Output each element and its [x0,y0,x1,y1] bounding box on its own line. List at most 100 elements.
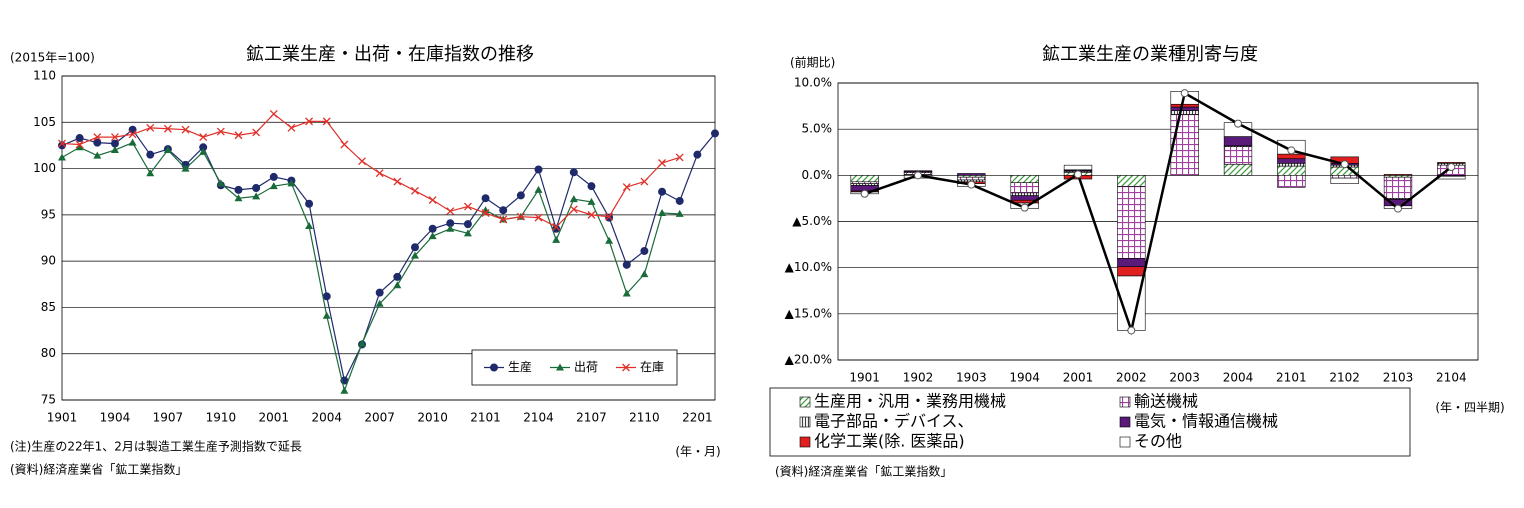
data-point [516,212,525,221]
bar-segment [1170,106,1199,112]
data-point [711,129,719,138]
total-point [1180,89,1189,98]
bar-segment [1223,163,1253,176]
data-point [552,222,561,231]
data-point [305,199,314,208]
data-point [93,133,102,142]
y-tick-label: 110 [33,69,56,83]
bar-segment [1117,175,1146,187]
data-point [234,194,243,202]
x-tick-label: 2004 [311,411,342,425]
x-tick-label: 2102 [1329,371,1360,385]
data-point [658,209,667,217]
total-point [1074,170,1082,179]
data-point [340,386,349,394]
data-point [393,177,402,186]
data-point [216,127,225,136]
data-point [622,183,631,192]
y-tick-label: ▲5.0% [792,214,832,228]
x-tick-label: 1901 [47,411,78,425]
x-tick-label: 2103 [1383,371,1414,385]
data-point [675,209,684,217]
data-point [428,224,437,233]
series-line [61,113,680,228]
data-point [110,139,119,148]
bar-segment [1330,175,1359,179]
total-point [1447,163,1456,172]
data-point [569,205,578,214]
x-tick-label: 2101 [1276,371,1307,385]
data-point [269,109,278,118]
data-point [499,206,508,215]
data-point [358,339,367,347]
bar-segment [1277,165,1306,176]
data-point [287,123,296,132]
x-axis-label: (年・月) [675,445,720,459]
total-point [914,171,922,180]
y-tick-label: 10.0% [794,76,832,90]
y-tick-label: 5.0% [802,122,833,136]
bar-segment [1010,192,1039,196]
bar-segment [1117,186,1146,259]
data-point [658,187,667,196]
legend-label: 輸送機械 [1134,392,1198,411]
y-tick-label: ▲15.0% [785,306,832,320]
data-point [340,140,349,149]
data-point [534,213,543,222]
bar-segment [1170,110,1199,115]
chart-title: 鉱工業生産の業種別寄与度 [1042,44,1258,65]
data-point [110,133,119,142]
legend [471,349,678,386]
plot-area [61,75,716,401]
legend-label: 在庫 [640,360,664,374]
data-point [640,177,649,186]
note: (資料)経済産業省「鉱工業指数」 [775,464,952,479]
bar-segment [1330,177,1359,184]
x-tick-label: 1907 [153,411,184,425]
total-line [864,91,1453,336]
chart-title: 鉱工業生産・出荷・在庫指数の推移 [246,44,534,65]
bar-segment [1277,163,1306,167]
x-tick-label: 2003 [1169,371,1200,385]
x-tick-label: 1901 [849,371,880,385]
data-point [58,153,66,161]
data-point [605,212,614,221]
data-point [322,311,331,319]
data-point [252,184,261,193]
data-point [93,138,102,147]
total-point [967,180,976,189]
bar-segment [1170,103,1199,108]
data-point [675,153,684,162]
legend-swatch [1119,416,1131,428]
x-tick-label: 1904 [1009,371,1040,385]
data-point [234,131,243,140]
total-point [1127,326,1136,335]
data-point [481,209,490,217]
data-point [181,125,190,134]
y-tick-label: ▲20.0% [785,353,832,367]
x-tick-label: 2010 [417,411,448,425]
data-point [605,236,614,244]
data-point [375,299,384,307]
x-tick-label: 2107 [576,411,607,425]
total-point [1394,204,1402,213]
data-point [428,196,437,205]
legend-swatch [799,396,811,408]
x-tick-label: 2101 [470,411,501,425]
series-line [61,141,680,393]
legend-label: 電気・情報通信機械 [1134,412,1278,431]
x-axis-label: (年・四半期) [1435,401,1504,415]
bar-segment [957,173,986,176]
bar-segment [1383,174,1413,176]
data-point [446,224,455,232]
data-point [128,130,137,139]
x-tick-label: 2002 [1116,371,1147,385]
x-tick-label: 1903 [956,371,987,385]
bar-segment [1170,114,1199,176]
data-point [234,185,243,194]
data-point [463,229,472,237]
bar-segment [1277,175,1306,188]
y-tick-label: 0.0% [802,168,833,182]
total-point [860,189,869,198]
bar-segment [1010,175,1039,184]
